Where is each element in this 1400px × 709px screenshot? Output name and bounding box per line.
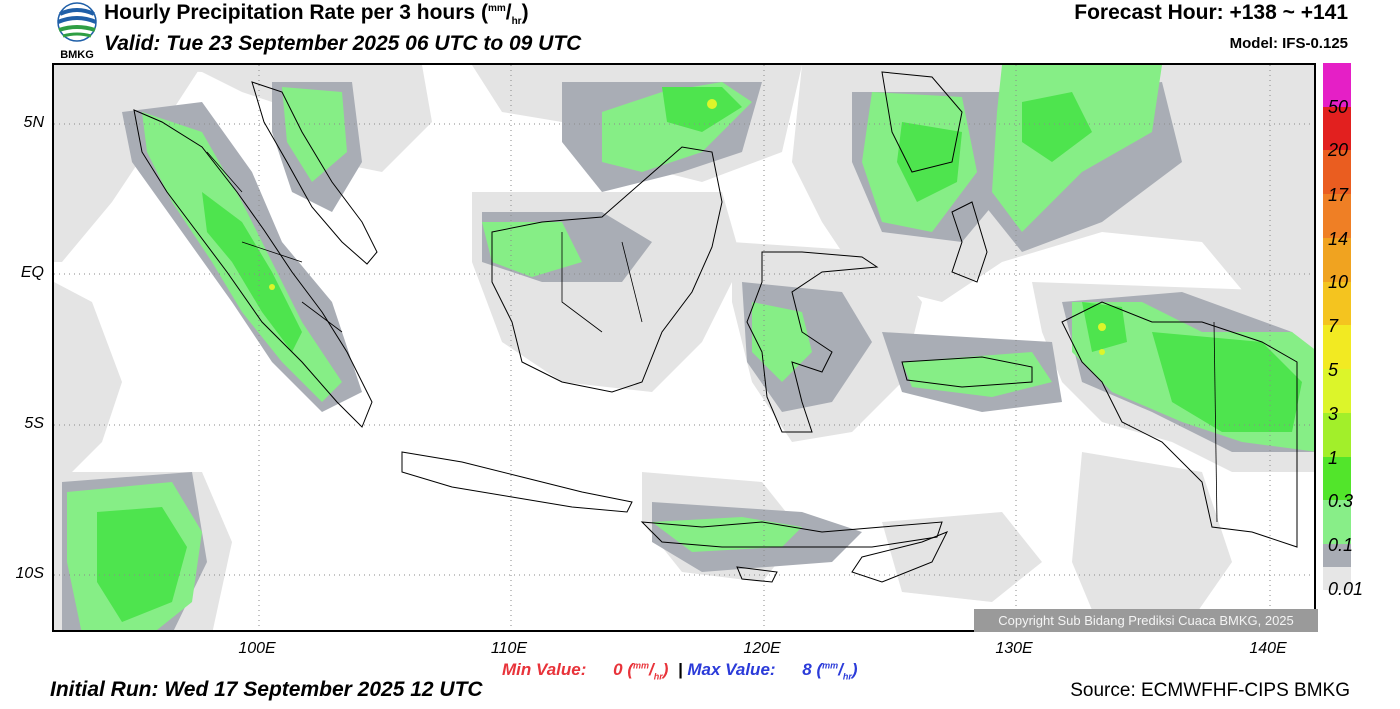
java-outline xyxy=(401,451,633,513)
legend-label-14: 14 xyxy=(1328,229,1349,249)
max-label: Max Value: xyxy=(687,660,776,679)
legend-swatch-0-1 xyxy=(1323,544,1351,567)
seram-outline xyxy=(901,356,1033,388)
legend-swatch-1 xyxy=(1323,457,1351,500)
nusa-tenggara-outline xyxy=(640,521,943,548)
title-text: Hourly Precipitation Rate per 3 hours xyxy=(104,1,476,24)
model-name: Model: IFS-0.125 xyxy=(1229,35,1348,52)
legend-swatch-14 xyxy=(1323,238,1351,282)
lon-label-130e: 130E xyxy=(995,640,1033,657)
legend-swatch-3 xyxy=(1323,413,1351,457)
color-legend xyxy=(1323,63,1351,590)
legend-label-3: 3 xyxy=(1328,404,1339,424)
mindanao-outline xyxy=(881,71,963,173)
legend-label-7: 7 xyxy=(1328,316,1339,336)
initial-run: Initial Run: Wed 17 September 2025 12 UT… xyxy=(50,678,483,701)
legend-swatch-20 xyxy=(1323,150,1351,194)
sulawesi-outline xyxy=(746,251,879,433)
map-canvas xyxy=(54,65,1314,630)
lon-label-140e: 140E xyxy=(1249,640,1287,657)
min-max-separator: | xyxy=(673,660,683,679)
legend-swatch-50 xyxy=(1323,107,1351,150)
legend-label-0-3: 0.3 xyxy=(1328,491,1354,511)
valid-time: Valid: Tue 23 September 2025 06 UTC to 0… xyxy=(104,32,582,55)
bmkg-logo: BMKG xyxy=(57,2,97,60)
legend-label-0-1: 0.1 xyxy=(1328,535,1354,555)
min-label: Min Value: xyxy=(502,660,587,679)
legend-swatch-50plus xyxy=(1323,63,1351,107)
legend-label-20: 20 xyxy=(1328,140,1349,160)
lon-label-120e: 120E xyxy=(743,640,781,657)
legend-label-0-01: 0.01 xyxy=(1328,579,1364,599)
legend-label-5: 5 xyxy=(1328,360,1339,380)
lat-label-5n: 5N xyxy=(23,114,44,131)
title-unit: (mm/hr) xyxy=(480,1,529,28)
legend-label-10: 10 xyxy=(1328,272,1349,292)
legend-label-50: 50 xyxy=(1328,97,1349,117)
legend-swatch-17 xyxy=(1323,194,1351,238)
timor-outline xyxy=(851,531,949,583)
legend-swatch-10 xyxy=(1323,282,1351,325)
min-max-values: Min Value: 0 (mm/hr) | Max Value: 8 (mm/… xyxy=(502,660,858,681)
legend-label-17: 17 xyxy=(1328,185,1349,205)
lon-label-100e: 100E xyxy=(238,640,276,657)
papua-outline xyxy=(1061,301,1298,548)
legend-swatch-0-01 xyxy=(1323,567,1351,590)
lon-label-110e: 110E xyxy=(490,640,528,657)
min-unit: (mm/hr) xyxy=(627,660,669,682)
lat-label-5s: 5S xyxy=(24,415,44,432)
sumba-outline xyxy=(736,566,778,583)
min-value: 0 xyxy=(613,660,623,679)
chart-title: Hourly Precipitation Rate per 3 hours (m… xyxy=(104,1,529,27)
borneo-outline xyxy=(491,146,723,393)
data-source: Source: ECMWFHF-CIPS BMKG xyxy=(1070,680,1350,701)
legend-swatch-7 xyxy=(1323,325,1351,369)
legend-swatch-5 xyxy=(1323,369,1351,413)
precipitation-map xyxy=(52,63,1316,632)
green-rain-layer xyxy=(97,87,1302,622)
malaya-outline xyxy=(251,81,378,265)
legend-swatch-0-3 xyxy=(1323,500,1351,544)
legend-label-1: 1 xyxy=(1328,448,1339,468)
forecast-hour: Forecast Hour: +138 ~ +141 xyxy=(1074,1,1348,24)
lat-label-eq: EQ xyxy=(20,264,44,281)
coastlines xyxy=(133,71,1298,583)
copyright-notice: Copyright Sub Bidang Prediksi Cuaca BMKG… xyxy=(974,609,1318,632)
max-value: 8 xyxy=(802,660,812,679)
logo-text: BMKG xyxy=(60,49,94,60)
heavy-rain-spots xyxy=(269,99,1106,355)
max-unit: (mm/hr) xyxy=(816,660,858,682)
sumatra-outline xyxy=(133,109,373,428)
lat-label-10s: 10S xyxy=(15,565,44,582)
halmahera-outline xyxy=(951,201,988,283)
